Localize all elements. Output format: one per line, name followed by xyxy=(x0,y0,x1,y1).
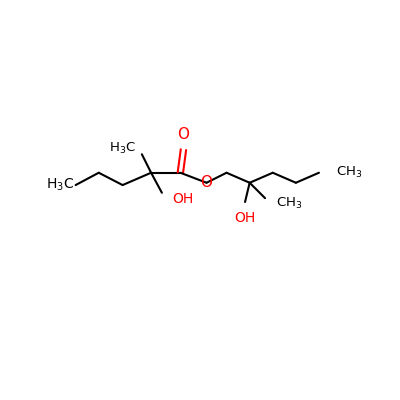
Text: OH: OH xyxy=(234,211,256,225)
Text: OH: OH xyxy=(173,192,194,206)
Text: O: O xyxy=(178,127,190,142)
Text: O: O xyxy=(200,175,212,190)
Text: CH$_3$: CH$_3$ xyxy=(336,165,362,180)
Text: H$_3$C: H$_3$C xyxy=(46,177,74,193)
Text: H$_3$C: H$_3$C xyxy=(109,140,136,156)
Text: CH$_3$: CH$_3$ xyxy=(276,196,302,211)
